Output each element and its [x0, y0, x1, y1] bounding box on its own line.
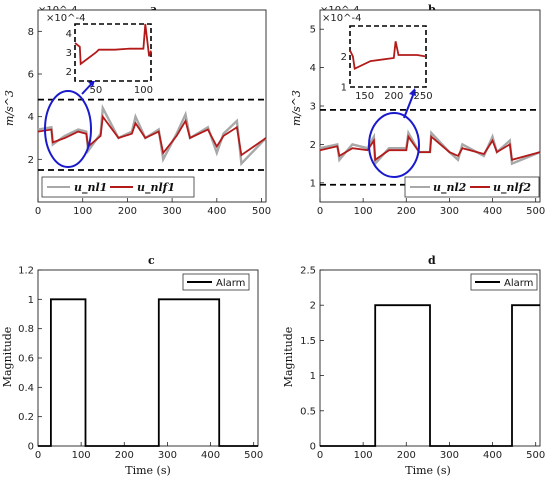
inset-x-tick-label: 100	[134, 85, 153, 96]
inset-y-tick-label: 2	[341, 52, 347, 63]
highlight-ellipse	[44, 90, 92, 168]
y-tick-label: 1.5	[300, 336, 316, 347]
legend-label-unl1: u_nl1	[74, 181, 107, 195]
y-tick-label: 0	[310, 442, 316, 453]
panel-c-legend: Alarm	[182, 273, 250, 291]
x-tick-label: 200	[115, 450, 134, 461]
panel-a-ylabel: m/s^3	[3, 90, 16, 126]
x-tick-label: 500	[526, 206, 545, 217]
y-tick-label: 8	[28, 27, 34, 38]
series-line	[37, 103, 267, 167]
axes-frame	[37, 269, 259, 447]
y-tick-label: 5	[310, 25, 316, 36]
x-tick-label: 200	[118, 206, 137, 217]
x-tick-label: 100	[354, 450, 373, 461]
inset-series-line	[74, 23, 152, 66]
y-tick-label: 4	[28, 112, 34, 123]
panel-d-ylabel: Magnitude	[282, 327, 295, 388]
panel-c-ylabel: Magnitude	[1, 327, 14, 388]
panel-b-ylabel: m/s^3	[290, 90, 303, 126]
panel-d-title: d	[428, 254, 436, 267]
x-tick-label: 0	[35, 206, 41, 217]
y-tick-label: 2	[310, 140, 316, 151]
panel-d: d Magnitude Time (s) 0 100 200 300 400 500 0 0.…	[282, 254, 545, 477]
x-tick-label: 400	[201, 450, 220, 461]
x-tick-label: 300	[440, 206, 459, 217]
y-tick-label: 0.8	[18, 324, 34, 335]
x-tick-label: 400	[483, 206, 502, 217]
y-tick-label: 0	[28, 442, 34, 453]
x-tick-label: 200	[397, 450, 416, 461]
panel-d-legend: Alarm	[470, 273, 538, 291]
inset-frame	[349, 25, 427, 88]
inset-y-exponent: ×10^-4	[46, 13, 85, 24]
inset-y-tick-label: 1	[341, 83, 347, 94]
inset-frame	[74, 23, 152, 82]
y-tick-label: 6	[28, 70, 34, 81]
legend-label-unlf1: u_nlf1	[137, 181, 175, 195]
x-tick-label: 500	[252, 206, 271, 217]
axes-frame	[37, 9, 267, 203]
x-tick-label: 100	[354, 206, 373, 217]
legend-label-alarm-c: Alarm	[216, 278, 245, 289]
panel-c-xlabel: Time (s)	[125, 464, 171, 477]
inset-y-tick-label: 4	[66, 29, 72, 40]
panel-b-legend: u_nl2 u_nlf2	[404, 176, 540, 198]
inset-x-tick-label: 50	[90, 85, 103, 96]
inset-x-tick-label: 250	[414, 91, 433, 102]
y-tick-label: 1	[310, 178, 316, 189]
x-tick-label: 0	[317, 206, 323, 217]
highlight-ellipse	[368, 112, 420, 178]
series-line	[319, 134, 541, 162]
x-tick-label: 200	[397, 206, 416, 217]
x-tick-label: 500	[526, 450, 545, 461]
inset-y-exponent: ×10^-4	[322, 13, 361, 24]
panel-d-plot-area: 0 100 200 300 400 500 0 0.5 1 1.5 2 2.5	[300, 266, 545, 462]
x-tick-label: 100	[73, 206, 92, 217]
x-tick-label: 0	[317, 450, 323, 461]
inset-y-tick-label: 3	[66, 48, 72, 59]
y-tick-label: 2	[28, 155, 34, 166]
panel-c-title: c	[148, 254, 155, 267]
legend-label-alarm-d: Alarm	[504, 278, 533, 289]
highlight-arrowhead	[409, 88, 416, 96]
y-tick-label: 1	[28, 295, 34, 306]
series-line	[320, 304, 540, 447]
inset-series-line	[349, 41, 427, 71]
panel-b-inset: ×10^-4 1 2 150 200 250	[322, 13, 433, 102]
inset-x-tick-label: 150	[355, 91, 374, 102]
series-line	[37, 114, 267, 157]
series-line	[38, 298, 258, 447]
x-tick-label: 300	[440, 450, 459, 461]
x-tick-label: 400	[207, 206, 226, 217]
x-tick-label: 0	[35, 450, 41, 461]
x-tick-label: 300	[163, 206, 182, 217]
inset-x-tick-label: 200	[384, 91, 403, 102]
y-tick-label: 1	[310, 371, 316, 382]
y-tick-label: 0.4	[18, 383, 34, 394]
panel-a-title: a	[150, 3, 157, 16]
y-tick-label: 0.5	[300, 406, 316, 417]
inset-y-tick-label: 2	[66, 67, 72, 78]
panel-c: c Magnitude Time (s) 0 100 200 300 400 500 0 0.…	[1, 254, 263, 477]
x-tick-label: 400	[483, 450, 502, 461]
y-tick-label: 1.2	[18, 266, 34, 277]
y-tick-label: 2.5	[300, 266, 316, 277]
legend-label-unl2: u_nl2	[433, 181, 467, 195]
panel-d-xlabel: Time (s)	[405, 464, 451, 477]
panel-a-inset: ×10^-4 2 3 4 50 100	[46, 13, 153, 96]
x-tick-label: 100	[72, 450, 91, 461]
y-tick-label: 2	[310, 301, 316, 312]
y-tick-label: 0.2	[18, 412, 34, 423]
x-tick-label: 300	[158, 450, 177, 461]
y-tick-label: 4	[310, 63, 316, 74]
y-tick-label: 3	[310, 102, 316, 113]
panel-c-plot-area: 0 100 200 300 400 500 0 0.2 0.4 0.6 0.8 1 1.2	[18, 266, 263, 462]
panel-b-title: b	[428, 3, 436, 16]
legend-label-unlf2: u_nlf2	[493, 181, 531, 195]
y-tick-label: 0.6	[18, 354, 34, 365]
x-tick-label: 500	[244, 450, 263, 461]
panel-a-legend: u_nl1 u_nlf1	[41, 176, 195, 198]
